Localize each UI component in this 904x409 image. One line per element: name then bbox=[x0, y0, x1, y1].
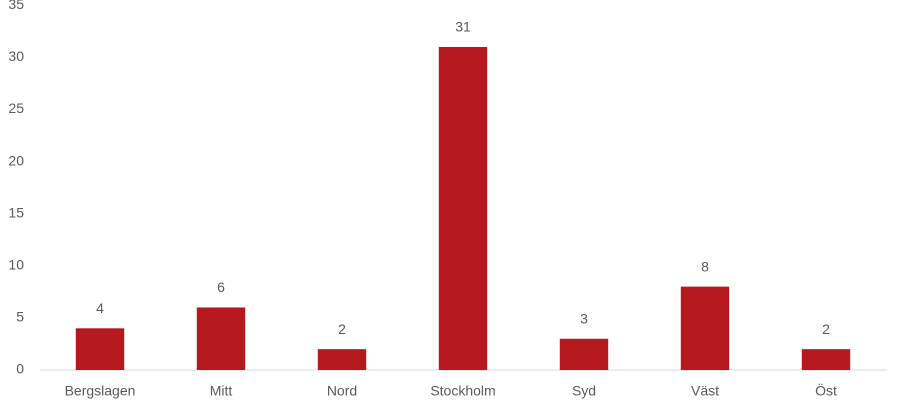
data-label: 31 bbox=[455, 19, 471, 35]
data-label: 4 bbox=[96, 300, 104, 316]
x-tick-label: Bergslagen bbox=[65, 383, 136, 399]
y-tick-label: 30 bbox=[8, 48, 24, 64]
bar bbox=[317, 349, 367, 370]
bar bbox=[196, 307, 246, 370]
x-tick-label: Väst bbox=[691, 383, 719, 399]
bar bbox=[438, 46, 488, 370]
data-label: 3 bbox=[580, 310, 588, 326]
y-tick-label: 0 bbox=[16, 361, 24, 377]
y-tick-label: 5 bbox=[16, 309, 24, 325]
x-tick-label: Syd bbox=[572, 383, 596, 399]
bar bbox=[680, 286, 730, 370]
y-tick-label: 25 bbox=[8, 100, 24, 116]
x-tick-label: Nord bbox=[327, 383, 357, 399]
y-tick-label: 35 bbox=[8, 0, 24, 12]
x-tick-label: Öst bbox=[815, 382, 837, 399]
data-label: 2 bbox=[338, 321, 346, 337]
bar bbox=[801, 349, 851, 370]
x-tick-label: Mitt bbox=[210, 383, 233, 399]
y-tick-label: 15 bbox=[8, 204, 24, 220]
bar bbox=[75, 328, 125, 370]
x-tick-label: Stockholm bbox=[430, 383, 495, 399]
data-label: 6 bbox=[217, 279, 225, 295]
data-label: 2 bbox=[822, 321, 830, 337]
y-tick-label: 20 bbox=[8, 152, 24, 168]
bar bbox=[559, 338, 609, 370]
y-tick-label: 10 bbox=[8, 257, 24, 273]
data-label: 8 bbox=[701, 258, 709, 274]
